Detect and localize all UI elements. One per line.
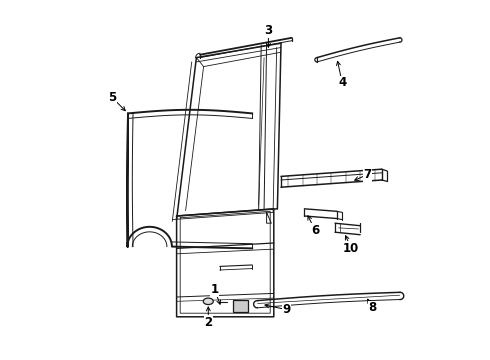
Text: 5: 5	[108, 91, 116, 104]
Ellipse shape	[203, 298, 213, 305]
Text: 3: 3	[264, 24, 272, 37]
Text: 6: 6	[311, 224, 319, 237]
Text: 1: 1	[210, 283, 219, 296]
Text: 8: 8	[368, 301, 377, 314]
Text: 9: 9	[282, 303, 291, 316]
Text: 7: 7	[364, 168, 371, 181]
Text: 2: 2	[204, 316, 212, 329]
Text: 4: 4	[338, 76, 346, 89]
FancyBboxPatch shape	[233, 300, 248, 312]
Text: 10: 10	[343, 242, 359, 255]
